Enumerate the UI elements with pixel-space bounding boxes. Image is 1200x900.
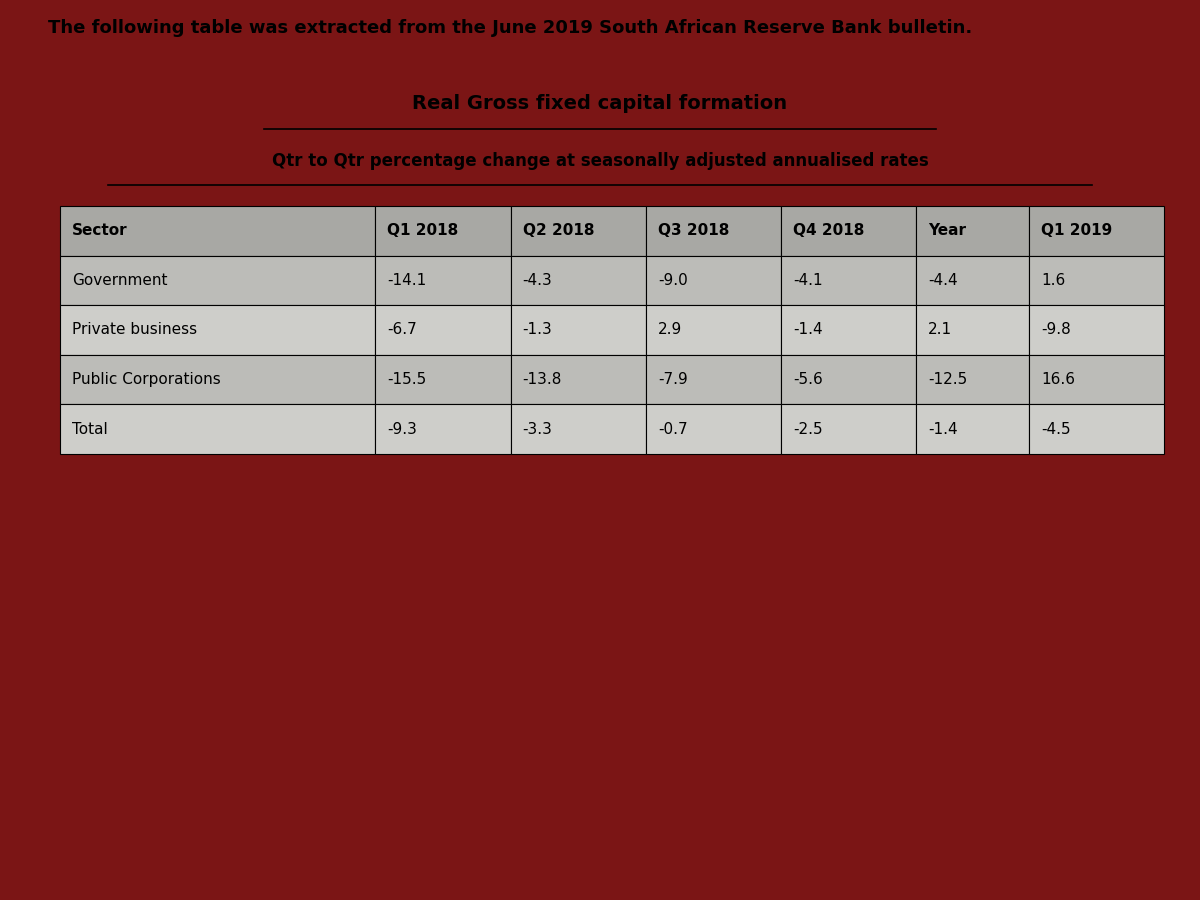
Text: Q3 2018: Q3 2018	[658, 223, 730, 238]
Bar	[1028, 256, 1164, 305]
Bar	[781, 355, 916, 404]
Bar	[916, 355, 1028, 404]
Text: -9.3: -9.3	[388, 422, 418, 436]
Bar	[781, 305, 916, 355]
Text: Q1 2018: Q1 2018	[388, 223, 458, 238]
Bar	[60, 355, 376, 404]
Bar	[60, 206, 376, 256]
Text: -12.5: -12.5	[928, 372, 967, 387]
Text: Private business: Private business	[72, 322, 197, 338]
Text: 1.6: 1.6	[1040, 273, 1066, 288]
Bar	[376, 355, 511, 404]
Text: -5.6: -5.6	[793, 372, 823, 387]
Text: -15.5: -15.5	[388, 372, 427, 387]
Text: -13.8: -13.8	[523, 372, 562, 387]
Text: -0.7: -0.7	[658, 422, 688, 436]
Text: -4.3: -4.3	[523, 273, 552, 288]
Text: -7.9: -7.9	[658, 372, 688, 387]
Bar	[511, 355, 646, 404]
Bar	[1028, 305, 1164, 355]
Text: Year: Year	[928, 223, 966, 238]
Text: -14.1: -14.1	[388, 273, 427, 288]
Text: The following table was extracted from the June 2019 South African Reserve Bank : The following table was extracted from t…	[48, 19, 972, 37]
Bar	[1028, 355, 1164, 404]
Bar	[511, 256, 646, 305]
Bar	[60, 404, 376, 454]
Text: Total: Total	[72, 422, 108, 436]
Bar	[916, 206, 1028, 256]
Bar	[781, 404, 916, 454]
Text: Sector: Sector	[72, 223, 127, 238]
Text: Real Gross fixed capital formation: Real Gross fixed capital formation	[413, 94, 787, 112]
Text: 16.6: 16.6	[1040, 372, 1075, 387]
Text: Q2 2018: Q2 2018	[523, 223, 594, 238]
Bar	[646, 206, 781, 256]
Text: Q1 2019: Q1 2019	[1040, 223, 1112, 238]
Text: -4.5: -4.5	[1040, 422, 1070, 436]
Text: -1.3: -1.3	[523, 322, 552, 338]
Bar	[781, 206, 916, 256]
Text: -9.0: -9.0	[658, 273, 688, 288]
Bar	[1028, 404, 1164, 454]
Text: -4.1: -4.1	[793, 273, 823, 288]
Text: Qtr to Qtr percentage change at seasonally adjusted annualised rates: Qtr to Qtr percentage change at seasonal…	[271, 152, 929, 170]
Bar	[376, 206, 511, 256]
Text: -6.7: -6.7	[388, 322, 418, 338]
Bar	[60, 305, 376, 355]
Bar	[646, 256, 781, 305]
Bar	[60, 256, 376, 305]
Bar	[511, 305, 646, 355]
Bar	[781, 256, 916, 305]
Bar	[511, 404, 646, 454]
Text: Government: Government	[72, 273, 168, 288]
Bar	[376, 404, 511, 454]
Bar	[646, 305, 781, 355]
Text: -9.8: -9.8	[1040, 322, 1070, 338]
Bar	[511, 206, 646, 256]
Text: -1.4: -1.4	[928, 422, 958, 436]
Bar	[376, 305, 511, 355]
Bar	[646, 355, 781, 404]
Text: -4.4: -4.4	[928, 273, 958, 288]
Text: -3.3: -3.3	[523, 422, 552, 436]
Text: Public Corporations: Public Corporations	[72, 372, 221, 387]
Bar	[916, 404, 1028, 454]
Bar	[646, 404, 781, 454]
Text: 2.1: 2.1	[928, 322, 953, 338]
Text: 2.9: 2.9	[658, 322, 682, 338]
Bar	[1028, 206, 1164, 256]
Bar	[916, 305, 1028, 355]
Bar	[916, 256, 1028, 305]
Text: -2.5: -2.5	[793, 422, 823, 436]
Bar	[376, 256, 511, 305]
Text: Q4 2018: Q4 2018	[793, 223, 864, 238]
Text: -1.4: -1.4	[793, 322, 823, 338]
